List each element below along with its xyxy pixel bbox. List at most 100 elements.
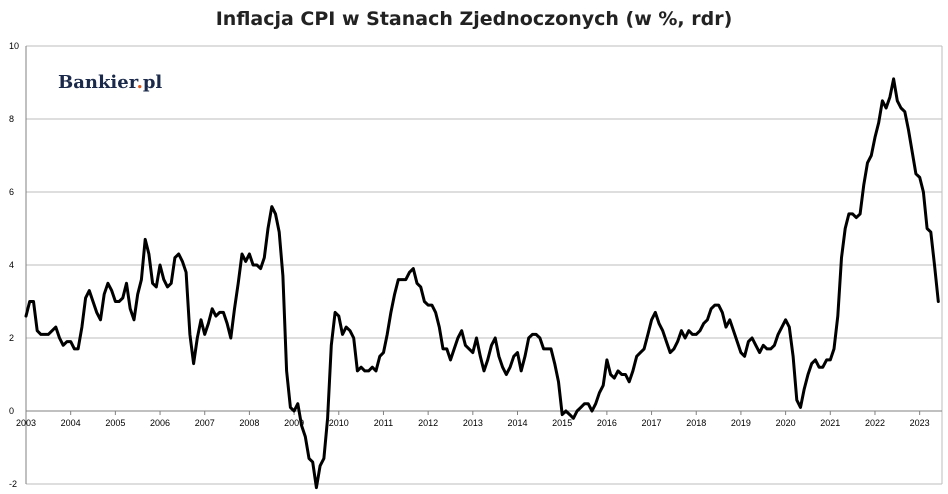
data-point	[911, 151, 913, 153]
data-point	[505, 374, 507, 376]
data-point	[621, 374, 623, 376]
data-point	[803, 388, 805, 390]
data-point	[170, 282, 172, 284]
data-point	[528, 337, 530, 339]
x-tick-label: 2017	[642, 418, 662, 428]
data-point	[409, 271, 411, 273]
x-tick-label: 2003	[16, 418, 36, 428]
data-point	[349, 330, 351, 332]
data-point	[699, 330, 701, 332]
data-point	[230, 337, 232, 339]
data-point	[863, 184, 865, 186]
data-point	[930, 231, 932, 233]
y-tick-label: 8	[9, 114, 14, 124]
data-point	[368, 370, 370, 372]
data-point	[550, 348, 552, 350]
data-point	[893, 78, 895, 80]
data-point	[762, 344, 764, 346]
data-point	[118, 301, 120, 303]
data-point	[498, 355, 500, 357]
data-point	[900, 107, 902, 109]
data-point	[282, 275, 284, 277]
data-point	[714, 304, 716, 306]
data-point	[654, 311, 656, 313]
data-point	[736, 341, 738, 343]
data-point	[695, 333, 697, 335]
data-point	[855, 217, 857, 219]
data-point	[431, 304, 433, 306]
data-point	[524, 355, 526, 357]
data-point	[234, 308, 236, 310]
data-point	[800, 406, 802, 408]
data-point	[96, 311, 98, 313]
data-point	[342, 333, 344, 335]
y-tick-label: -2	[9, 479, 17, 489]
data-point	[289, 406, 291, 408]
data-point	[308, 457, 310, 459]
data-point	[792, 355, 794, 357]
data-point	[472, 352, 474, 354]
data-point	[278, 231, 280, 233]
data-point	[509, 366, 511, 368]
data-point	[580, 406, 582, 408]
data-point	[114, 301, 116, 303]
x-tick-label: 2018	[686, 418, 706, 428]
data-point	[77, 348, 79, 350]
data-point	[446, 348, 448, 350]
data-point	[632, 370, 634, 372]
data-point	[643, 348, 645, 350]
data-point	[286, 370, 288, 372]
x-tick-label: 2007	[195, 418, 215, 428]
data-point	[829, 359, 831, 361]
data-point	[267, 228, 269, 230]
data-point	[706, 319, 708, 321]
x-tick-label: 2019	[731, 418, 751, 428]
data-point	[70, 341, 72, 343]
x-tick-label: 2022	[865, 418, 885, 428]
data-point	[565, 410, 567, 412]
data-point	[88, 290, 90, 292]
data-point	[222, 311, 224, 313]
data-point	[248, 253, 250, 255]
logo-name: Bankier	[58, 72, 137, 93]
data-point	[587, 403, 589, 405]
data-point	[535, 333, 537, 335]
data-point	[513, 355, 515, 357]
data-point	[103, 293, 105, 295]
data-point	[107, 282, 109, 284]
data-point	[569, 414, 571, 416]
data-point	[658, 322, 660, 324]
data-point	[889, 96, 891, 98]
data-point	[275, 213, 277, 215]
data-point	[126, 282, 128, 284]
data-point	[517, 352, 519, 354]
data-point	[584, 403, 586, 405]
data-point	[874, 136, 876, 138]
data-point	[330, 344, 332, 346]
data-point	[841, 257, 843, 259]
x-tick-label: 2016	[597, 418, 617, 428]
x-tick-label: 2005	[105, 418, 125, 428]
data-point	[766, 348, 768, 350]
data-point	[904, 111, 906, 113]
data-point	[747, 341, 749, 343]
x-tick-label: 2008	[239, 418, 259, 428]
data-point	[539, 337, 541, 339]
data-point	[148, 253, 150, 255]
data-point	[315, 487, 317, 489]
data-point	[383, 352, 385, 354]
data-point	[163, 279, 165, 281]
data-point	[777, 333, 779, 335]
logo-suffix: pl	[142, 72, 163, 93]
data-point	[937, 301, 939, 303]
data-point	[100, 319, 102, 321]
data-point	[807, 374, 809, 376]
data-point	[85, 297, 87, 299]
data-point	[520, 370, 522, 372]
data-point	[245, 260, 247, 262]
data-point	[181, 260, 183, 262]
series-line	[24, 77, 940, 490]
data-point	[554, 363, 556, 365]
data-point	[487, 359, 489, 361]
